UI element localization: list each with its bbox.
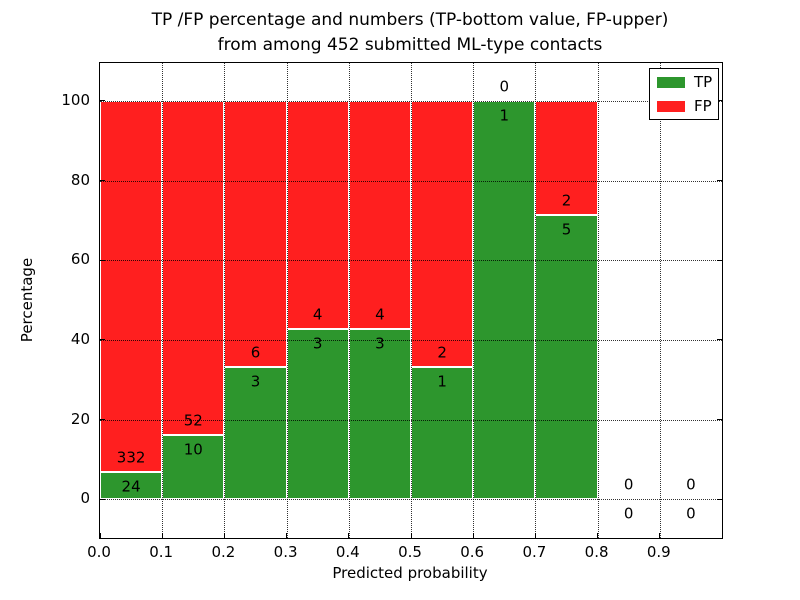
y-tick-mark-80: [100, 180, 105, 182]
x-tick-label-0.3: 0.3: [273, 543, 298, 561]
y-tick-label-20: 20: [70, 409, 90, 428]
fp-count-label: 2: [437, 343, 447, 362]
x-tick-label-0.6: 0.6: [460, 543, 485, 561]
fp-count-label: 52: [183, 411, 203, 430]
x-tick-label-0.0: 0.0: [87, 543, 111, 561]
x-tick-label-0.9: 0.9: [646, 543, 671, 561]
y-tick-mark-20: [100, 419, 105, 421]
gridline-x-0.6: [473, 63, 475, 538]
tp-count-label: 3: [250, 372, 261, 391]
tp-count-label: 1: [437, 372, 447, 391]
y-tick-mark-right-20: [717, 419, 722, 421]
y-tick-label-0: 0: [80, 489, 90, 508]
bar-segment-tp: [100, 472, 163, 500]
grid-layer: [100, 63, 722, 538]
fp-legend-label: FP: [694, 96, 712, 115]
fp-count-label: 332: [116, 448, 146, 467]
gridline-x-0.4: [348, 63, 350, 538]
y-tick-mark-0: [100, 498, 105, 500]
bar-segment-fp: [162, 100, 225, 436]
y-tick-mark-40: [100, 339, 105, 341]
x-tick-label-0.4: 0.4: [335, 543, 360, 561]
x-tick-mark-0.6: [472, 533, 474, 538]
x-tick-mark-0.7: [534, 533, 536, 538]
x-axis-label: Predicted probability: [332, 564, 488, 582]
bar-segment-fp: [100, 100, 163, 473]
tp-count-label: 10: [183, 440, 203, 459]
fp-count-label: 0: [623, 475, 634, 494]
gridline-x-0.2: [224, 63, 226, 538]
x-tick-label-0.5: 0.5: [398, 543, 422, 561]
y-tick-mark-60: [100, 259, 105, 261]
fp-count-label: 4: [375, 305, 385, 324]
tp-count-label: 3: [312, 334, 323, 353]
chart-title: TP /FP percentage and numbers (TP-bottom…: [99, 8, 721, 58]
ticks-layer: [99, 63, 722, 538]
fp-count-label: 4: [312, 305, 323, 324]
bar-segment-tp: [535, 214, 598, 500]
chart-title-line2: from among 452 submitted ML-type contact…: [217, 35, 603, 55]
bar-segment-fp: [224, 100, 287, 367]
gridline-x-0.8: [597, 63, 599, 538]
y-tick-label-80: 80: [70, 170, 90, 189]
y-tick-mark-right-80: [717, 180, 722, 182]
bar-segment-fp: [411, 100, 474, 367]
y-tick-mark-right-100: [717, 100, 722, 102]
gridline-x-0.5: [411, 63, 412, 538]
bar-segment-fp: [286, 100, 349, 329]
plot-area: 332 24 52 10 6 3 4 3 4 3 2 1 0 1 2 5 0 0 0 0 TP FP: [99, 62, 723, 539]
tp-count-label: 5: [561, 220, 572, 239]
x-tick-mark-0.9: [659, 533, 661, 538]
gridline-x-0.7: [535, 63, 537, 538]
tp-legend-label: TP: [694, 72, 713, 91]
tp-count-label: 24: [121, 477, 141, 496]
tp-count-label: 0: [623, 504, 634, 523]
tp-legend-swatch: [657, 76, 685, 88]
x-tick-mark-0.1: [161, 533, 163, 538]
tp-count-label: 3: [375, 334, 385, 353]
chart-title-line1: TP /FP percentage and numbers (TP-bottom…: [151, 10, 669, 30]
x-tick-mark-0.8: [597, 533, 599, 538]
y-tick-mark-right-0: [717, 498, 722, 500]
fp-count-label: 0: [686, 475, 696, 494]
bar-labels-layer: 332 24 52 10 6 3 4 3 4 3 2 1 0 1 2 5 0 0 0 0: [100, 63, 722, 538]
fp-legend-swatch: [657, 100, 685, 112]
tp-count-label: 0: [686, 504, 696, 523]
x-tick-label-0.7: 0.7: [522, 543, 547, 561]
x-tick-mark-0.5: [410, 533, 412, 538]
x-tick-mark-0.4: [348, 533, 350, 538]
y-tick-label-60: 60: [70, 250, 90, 269]
bars-layer: [100, 63, 722, 538]
x-tick-mark-0.0: [99, 533, 101, 538]
bar-segment-tp: [411, 366, 474, 500]
y-tick-mark-right-60: [717, 259, 722, 261]
x-tick-mark-0.2: [223, 533, 225, 538]
tp-count-label: 1: [499, 106, 510, 125]
x-tick-label-0.2: 0.2: [211, 543, 236, 561]
fp-count-label: 2: [561, 191, 572, 210]
gridline-x-0.3: [286, 63, 288, 538]
y-tick-mark-right-40: [717, 339, 722, 341]
gridline-x-0.1: [162, 63, 164, 538]
legend: TP FP: [649, 68, 719, 120]
y-tick-label-40: 40: [70, 329, 90, 348]
y-tick-mark-100: [100, 100, 105, 102]
legend-item-tp: TP: [657, 71, 718, 93]
x-tick-label-0.1: 0.1: [149, 543, 174, 561]
legend-item-fp: FP: [657, 95, 718, 117]
bar-segment-fp: [348, 100, 411, 329]
y-axis-label: Percentage: [18, 257, 36, 343]
x-tick-mark-0.3: [286, 533, 288, 538]
gridline-x-0.9: [659, 63, 661, 538]
y-tick-label-100: 100: [61, 90, 90, 109]
x-tick-label-0.8: 0.8: [584, 543, 609, 561]
fp-count-label: 6: [250, 343, 261, 362]
fp-count-label: 0: [499, 77, 510, 96]
